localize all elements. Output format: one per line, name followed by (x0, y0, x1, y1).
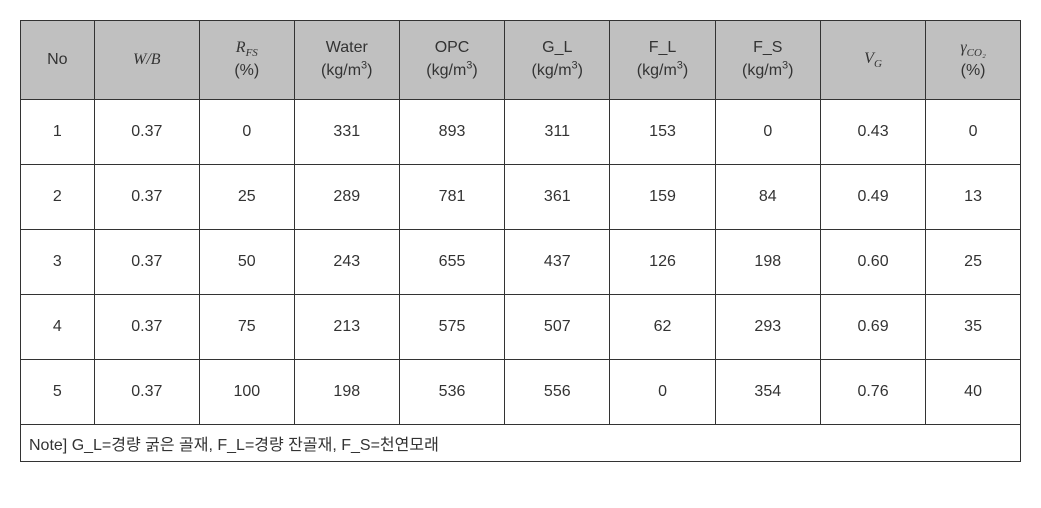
header-label: Water (326, 39, 368, 56)
col-header-opc: OPC (kg/m3) (399, 21, 504, 100)
header-unit: (%) (234, 62, 259, 79)
col-header-fl: F_L (kg/m3) (610, 21, 715, 100)
col-header-wb: W/B (94, 21, 199, 100)
table-note-row: Note] G_L=경량 굵은 골재, F_L=경량 잔골재, F_S=천연모래 (21, 425, 1021, 462)
cell-wb: 0.37 (94, 230, 199, 295)
cell-yco2: 35 (926, 295, 1021, 360)
cell-gl: 437 (505, 230, 610, 295)
header-label: W/B (133, 51, 161, 68)
header-unit: (kg/m3) (426, 62, 477, 79)
cell-fs: 0 (715, 100, 820, 165)
table-row: 3 0.37 50 243 655 437 126 198 0.60 25 (21, 230, 1021, 295)
header-unit: (kg/m3) (532, 62, 583, 79)
header-label: F_S (753, 39, 782, 56)
col-header-rfs: RFS (%) (199, 21, 294, 100)
header-unit: (kg/m3) (637, 62, 688, 79)
cell-wb: 0.37 (94, 295, 199, 360)
table-row: 2 0.37 25 289 781 361 159 84 0.49 13 (21, 165, 1021, 230)
cell-water: 289 (294, 165, 399, 230)
header-unit: (%) (961, 62, 986, 79)
cell-fl: 153 (610, 100, 715, 165)
cell-opc: 575 (399, 295, 504, 360)
cell-opc: 893 (399, 100, 504, 165)
cell-fs: 354 (715, 360, 820, 425)
header-unit: (kg/m3) (742, 62, 793, 79)
cell-gl: 556 (505, 360, 610, 425)
table-row: 4 0.37 75 213 575 507 62 293 0.69 35 (21, 295, 1021, 360)
cell-yco2: 40 (926, 360, 1021, 425)
header-label: G_L (542, 39, 572, 56)
cell-rfs: 0 (199, 100, 294, 165)
cell-wb: 0.37 (94, 360, 199, 425)
header-label: VG (864, 50, 882, 67)
header-unit: (kg/m3) (321, 62, 372, 79)
cell-fs: 293 (715, 295, 820, 360)
header-label: OPC (435, 39, 470, 56)
col-header-vg: VG (820, 21, 925, 100)
cell-gl: 311 (505, 100, 610, 165)
cell-yco2: 0 (926, 100, 1021, 165)
cell-no: 5 (21, 360, 95, 425)
cell-rfs: 50 (199, 230, 294, 295)
cell-no: 4 (21, 295, 95, 360)
cell-vg: 0.60 (820, 230, 925, 295)
cell-no: 3 (21, 230, 95, 295)
cell-fl: 0 (610, 360, 715, 425)
cell-fs: 198 (715, 230, 820, 295)
cell-fs: 84 (715, 165, 820, 230)
header-label: F_L (649, 39, 677, 56)
cell-wb: 0.37 (94, 165, 199, 230)
cell-water: 213 (294, 295, 399, 360)
cell-gl: 361 (505, 165, 610, 230)
cell-opc: 655 (399, 230, 504, 295)
col-header-water: Water (kg/m3) (294, 21, 399, 100)
cell-gl: 507 (505, 295, 610, 360)
header-label: γCO₂ (960, 39, 985, 56)
cell-water: 198 (294, 360, 399, 425)
cell-water: 331 (294, 100, 399, 165)
cell-vg: 0.76 (820, 360, 925, 425)
cell-vg: 0.43 (820, 100, 925, 165)
cell-yco2: 13 (926, 165, 1021, 230)
table-note: Note] G_L=경량 굵은 골재, F_L=경량 잔골재, F_S=천연모래 (21, 425, 1021, 462)
data-table: No W/B RFS (%) Water (kg/m3) OPC (kg/m (20, 20, 1021, 462)
cell-fl: 159 (610, 165, 715, 230)
cell-fl: 62 (610, 295, 715, 360)
cell-rfs: 75 (199, 295, 294, 360)
col-header-fs: F_S (kg/m3) (715, 21, 820, 100)
table-row: 5 0.37 100 198 536 556 0 354 0.76 40 (21, 360, 1021, 425)
col-header-no: No (21, 21, 95, 100)
table-body: 1 0.37 0 331 893 311 153 0 0.43 0 2 0.37… (21, 100, 1021, 462)
table-row: 1 0.37 0 331 893 311 153 0 0.43 0 (21, 100, 1021, 165)
cell-vg: 0.69 (820, 295, 925, 360)
cell-fl: 126 (610, 230, 715, 295)
cell-yco2: 25 (926, 230, 1021, 295)
table-header-row: No W/B RFS (%) Water (kg/m3) OPC (kg/m (21, 21, 1021, 100)
header-label: No (47, 51, 67, 68)
cell-wb: 0.37 (94, 100, 199, 165)
cell-opc: 536 (399, 360, 504, 425)
cell-no: 2 (21, 165, 95, 230)
cell-opc: 781 (399, 165, 504, 230)
cell-no: 1 (21, 100, 95, 165)
cell-water: 243 (294, 230, 399, 295)
header-label: RFS (236, 39, 258, 56)
cell-rfs: 100 (199, 360, 294, 425)
col-header-yco2: γCO₂ (%) (926, 21, 1021, 100)
cell-rfs: 25 (199, 165, 294, 230)
col-header-gl: G_L (kg/m3) (505, 21, 610, 100)
cell-vg: 0.49 (820, 165, 925, 230)
